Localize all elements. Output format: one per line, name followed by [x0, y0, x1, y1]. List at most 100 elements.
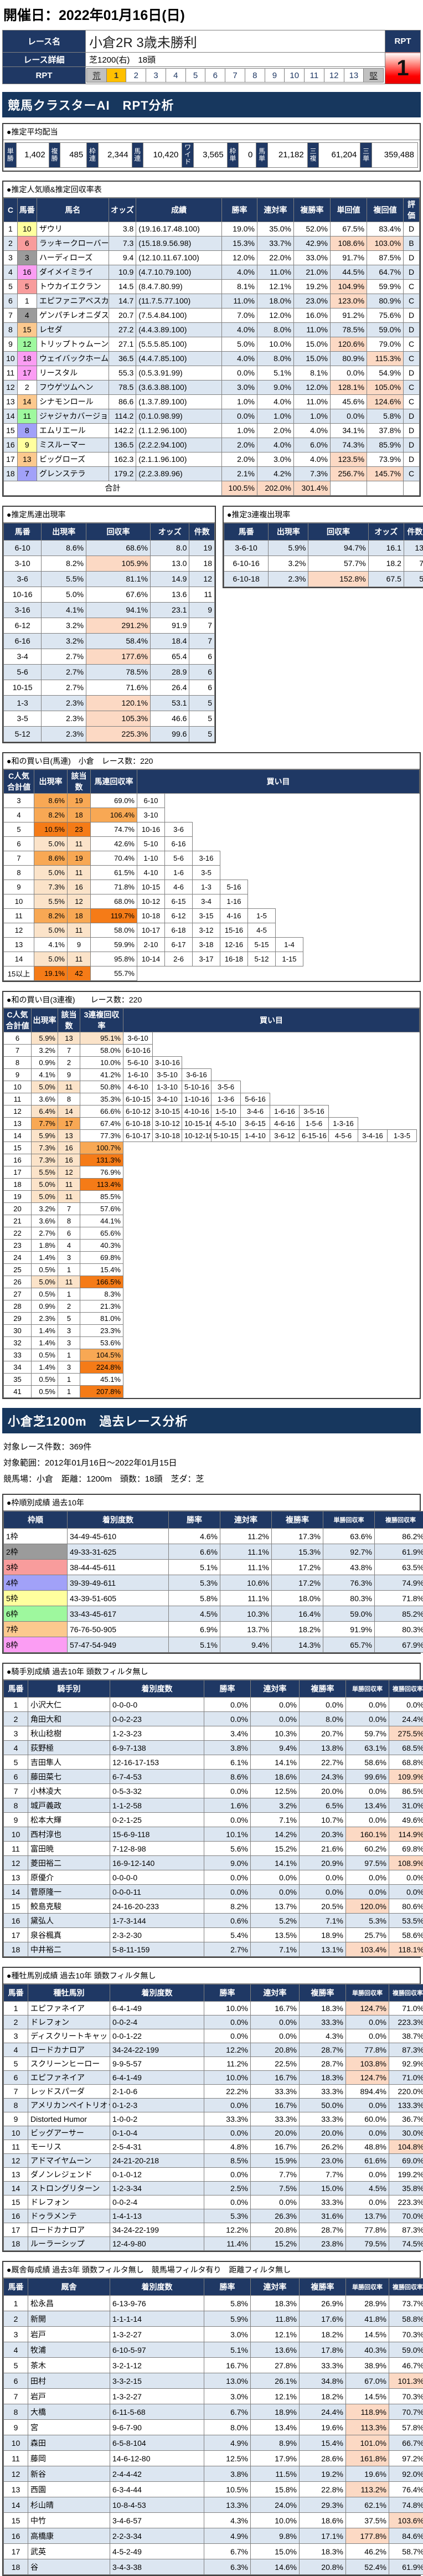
cell: 5.0%	[34, 836, 68, 851]
cell: 10.1%	[204, 1827, 251, 1842]
column-header: 出現率	[32, 1008, 58, 1032]
cell: 91.7%	[331, 250, 367, 265]
cell: 0-0-0-11	[110, 1885, 204, 1899]
cell: 1-4	[276, 937, 303, 952]
cell: 223.3%	[389, 2195, 423, 2209]
cell: 33-43-45-617	[68, 1606, 169, 1622]
cell: 13.6	[151, 587, 189, 602]
cell: 5	[4, 279, 18, 294]
cell: (0.5.3.91.99)	[136, 366, 222, 380]
cell: 1-4-10	[241, 1129, 270, 1142]
cell: 8	[58, 1215, 80, 1227]
cell: 120.0%	[346, 1899, 389, 1914]
cell: 23	[68, 822, 91, 836]
cell: 13	[4, 1870, 28, 1885]
cell: 0.0%	[346, 1712, 389, 1726]
cell: 14.5%	[346, 2389, 389, 2404]
cell: 5	[4, 1755, 28, 1770]
cell: 4	[17, 308, 37, 322]
cell: エピファニアベスカ	[37, 294, 109, 308]
cell: 2.3%	[42, 726, 86, 742]
cell: 西園	[28, 2482, 110, 2497]
cell: 21	[4, 1215, 32, 1227]
cell: 291.2%	[86, 618, 151, 633]
cell: 16	[58, 1154, 80, 1166]
cell: 40.3%	[346, 2342, 389, 2358]
cell: スクリーンヒーロー	[28, 2057, 110, 2071]
cell: 80.9%	[367, 294, 404, 308]
cell: 14.2%	[251, 1827, 300, 1842]
cell: 3-6-10	[123, 1032, 153, 1044]
cell: ビッグアーサー	[28, 2126, 110, 2140]
cell: 118.9%	[346, 2404, 389, 2420]
cell: 18	[17, 351, 37, 366]
cell: 53.1	[151, 695, 189, 711]
cell: 58.6%	[346, 1755, 389, 1770]
cell: 74.7%	[91, 822, 137, 836]
cell: 79.5%	[346, 2237, 389, 2251]
cell: 小沢大仁	[28, 1698, 110, 1712]
rpt-scale-cell: 荒	[86, 68, 107, 83]
cell: 11	[4, 908, 34, 923]
cell: 109.9%	[389, 1770, 423, 1784]
rpt-scale-cell: 堅	[363, 68, 384, 83]
cell: (4.4.7.85.100)	[136, 351, 222, 366]
cell: 15-6-9-118	[110, 1827, 204, 1842]
cell: 6	[4, 1032, 32, 1044]
cell: 15.0%	[251, 2544, 300, 2559]
cell: 2-4-4-42	[110, 2466, 204, 2482]
cell: 2	[58, 1300, 80, 1312]
cell: 16	[4, 2528, 28, 2544]
cell: 74.9%	[375, 1575, 423, 1591]
cell: 0.0%	[251, 1698, 300, 1712]
meta-conditions: 競馬場：小倉 距離：1200m 頭数：18頭 芝ダ：芝	[3, 1471, 420, 1487]
cell: 15.0%	[300, 2182, 346, 2195]
cell: 5-12	[248, 952, 276, 966]
cell: エムリエール	[37, 423, 109, 438]
cell: 12.0%	[294, 380, 331, 394]
cell: 63.1%	[346, 1741, 389, 1755]
cell: 28.7%	[300, 2223, 346, 2237]
cell: 0.0%	[204, 2168, 251, 2182]
cell: 23.0%	[294, 294, 331, 308]
cell: 105.3%	[86, 711, 151, 726]
cell: 53.6%	[80, 1336, 123, 1349]
payout-label: 枠連	[86, 142, 99, 168]
cell: 3-5-10	[153, 1068, 182, 1081]
cell	[367, 481, 404, 495]
cell: 8.6%	[34, 851, 68, 865]
cell: 92.9%	[389, 2057, 423, 2071]
cell: 11.0%	[257, 265, 293, 279]
cell: 18.2%	[272, 1622, 323, 1637]
cell: ゲンパチレオニダス	[37, 308, 109, 322]
cell: 0.0%	[204, 2099, 251, 2112]
cell: 10-15	[137, 880, 165, 894]
column-header: 3連複回収率	[80, 1008, 123, 1032]
cell: 60.0%	[346, 2112, 389, 2126]
cell: 12.5%	[204, 2451, 251, 2466]
cell: 6-3-4-44	[110, 2482, 204, 2497]
cell: 16	[4, 1914, 28, 1928]
cell: D	[404, 222, 420, 236]
cell: (1.3.7.89.100)	[136, 394, 222, 409]
cell: 99.6	[151, 726, 189, 742]
cell: 12	[4, 2154, 28, 2168]
cell: 0-0-2-23	[110, 1712, 204, 1726]
cell: 5.8%	[204, 2296, 251, 2311]
cell: 5	[189, 711, 215, 726]
cell: 10-17	[137, 923, 165, 937]
